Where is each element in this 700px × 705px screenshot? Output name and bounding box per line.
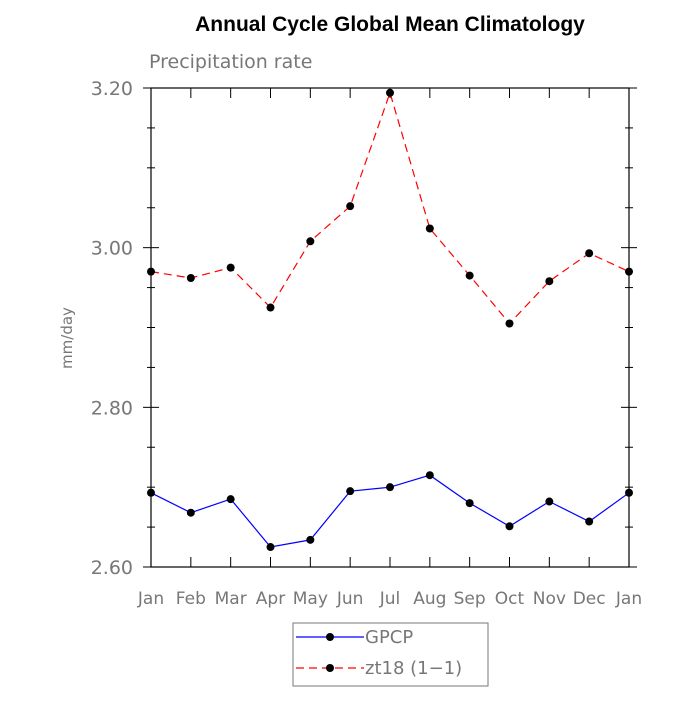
x-tick-label: Nov: [533, 589, 566, 609]
plot-frame: [150, 87, 630, 568]
y-axis-title: mm/day: [58, 307, 76, 369]
data-point-series-0: [545, 497, 554, 506]
data-point-series-1: [346, 202, 355, 211]
y-tick-label: 2.80: [91, 397, 133, 419]
x-tick-label: Apr: [256, 589, 285, 609]
x-tick-label: Jul: [379, 589, 401, 609]
x-tick-label: Feb: [176, 589, 206, 609]
y-tick-label: 3.00: [91, 238, 133, 260]
chart-subtitle: Precipitation rate: [149, 51, 312, 73]
legend-box: [292, 622, 489, 687]
data-point-series-1: [545, 277, 554, 286]
legend-marker-gpcp: [326, 633, 334, 641]
data-point-series-1: [186, 274, 195, 283]
data-point-series-1: [226, 263, 235, 272]
data-point-series-1: [147, 267, 155, 276]
data-point-series-0: [505, 522, 514, 531]
legend-label-zt18: zt18 (1−1): [365, 658, 462, 679]
data-point-series-1: [306, 237, 315, 246]
series-line-1: [150, 90, 630, 325]
data-point-series-0: [425, 471, 434, 480]
y-tick-label: 3.20: [91, 78, 133, 100]
legend: GPCP zt18 (1−1): [292, 622, 489, 687]
x-tick-label: Mar: [215, 589, 247, 609]
y-tick-label: 2.60: [91, 557, 133, 579]
data-point-series-0: [465, 499, 474, 508]
x-tick-label: Sep: [454, 589, 486, 609]
data-point-series-1: [386, 88, 394, 97]
legend-label-gpcp: GPCP: [365, 627, 413, 648]
x-tick-label: Dec: [573, 589, 606, 609]
x-tick-label: Oct: [495, 589, 525, 609]
data-point-series-0: [306, 535, 315, 544]
data-point-series-1: [585, 249, 594, 258]
data-point-series-1: [505, 319, 514, 328]
x-tick-label: Jan: [615, 589, 642, 609]
x-tick-label: Aug: [413, 589, 446, 609]
data-point-series-1: [266, 303, 275, 312]
data-point-series-1: [625, 267, 633, 276]
data-point-series-0: [585, 517, 594, 526]
data-point-series-0: [625, 488, 633, 497]
data-point-series-1: [465, 271, 474, 280]
data-point-series-0: [346, 487, 355, 496]
x-tick-label: Jun: [336, 589, 364, 609]
legend-marker-zt18: [326, 664, 334, 672]
data-point-series-0: [226, 495, 235, 504]
data-point-series-1: [425, 224, 434, 233]
x-tick-label: Jan: [137, 589, 164, 609]
x-tick-label: May: [293, 589, 328, 609]
data-point-series-0: [147, 488, 155, 497]
chart-title: Annual Cycle Global Mean Climatology: [195, 13, 585, 36]
data-point-series-0: [186, 508, 195, 517]
series-layer: [147, 88, 633, 552]
data-point-series-0: [266, 543, 275, 552]
data-point-series-0: [386, 483, 394, 492]
ticks-layer: Jan Feb Mar Apr May Jun Jul Aug Sep Oct Nov Dec Jan2…: [91, 78, 642, 609]
